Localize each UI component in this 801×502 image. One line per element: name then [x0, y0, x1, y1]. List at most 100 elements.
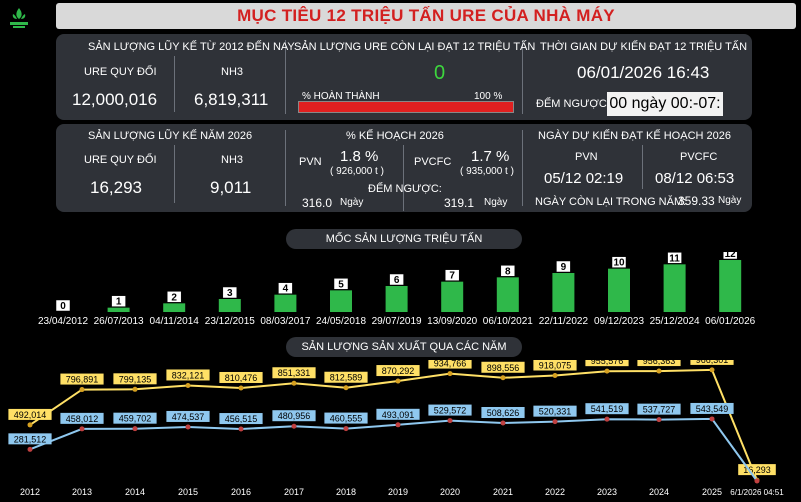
company-logo [4, 6, 34, 30]
data-label-box [60, 412, 104, 424]
milestone-date-label: 23/04/2012 [38, 316, 88, 327]
remaining-title: SẢN LƯỢNG URE CÒN LẠI ĐẠT 12 TRIỆU TẤN [294, 41, 536, 53]
milestone-value-box [500, 265, 516, 277]
milestone-value-label: 7 [449, 271, 455, 282]
data-label-box [113, 373, 157, 385]
year-axis-label: 2014 [125, 487, 145, 497]
plan-date-pvcfc: 08/12 06:53 [655, 170, 735, 187]
data-point [291, 380, 297, 386]
data-label-box [585, 403, 629, 415]
milestone-bar [552, 273, 575, 312]
nh3-series-line [29, 417, 758, 482]
year-axis-label: 2019 [388, 487, 408, 497]
data-point [604, 368, 610, 374]
year-axis-label: 2018 [336, 487, 356, 497]
ure-year-value: 16,293 [90, 178, 142, 197]
year-axis-label: 2013 [72, 487, 92, 497]
eta-title: THỜI GIAN DỰ KIẾN ĐẠT 12 TRIỆU TẤN [540, 41, 748, 53]
milestone-value-label: 11 [669, 253, 680, 264]
data-point [754, 478, 760, 484]
data-label-box [324, 412, 368, 424]
ure-cumulative-value: 12,000,016 [72, 90, 158, 109]
data-label-box [585, 360, 629, 367]
data-label-box [219, 371, 263, 383]
data-label-box [166, 369, 210, 381]
data-point [500, 375, 506, 381]
data-label-box [481, 361, 525, 373]
divider [285, 40, 286, 114]
data-label-box [8, 408, 52, 420]
countdown-box: 00 ngày 00:-07: [607, 92, 723, 116]
milestone-value-label: 0 [60, 301, 66, 312]
data-point [656, 417, 662, 423]
milestone-bar [719, 260, 742, 312]
production-section-header: SẢN LƯỢNG SẢN XUẤT QUA CÁC NĂM [286, 337, 522, 357]
data-label-box [113, 412, 157, 424]
data-label: 543,549 [696, 404, 729, 414]
ure-label: URE QUY ĐỔI [84, 66, 157, 78]
data-label: 508,626 [487, 408, 520, 418]
divider [642, 145, 643, 189]
milestone-bar [385, 286, 408, 312]
production-title: SẢN LƯỢNG SẢN XUẤT QUA CÁC NĂM [301, 341, 507, 353]
data-label-box [428, 360, 472, 369]
milestone-date-label: 22/11/2022 [539, 316, 589, 327]
milestones-bar-chart: 0 23/04/2012 1 26/07/2013 2 04/11/2014 3 23/12/… [38, 252, 756, 327]
milestone-date-label: 04/11/2014 [150, 316, 200, 327]
data-point [709, 367, 715, 373]
data-point [132, 386, 138, 392]
data-point [79, 426, 85, 432]
plan-pvn-days-unit: Ngày [340, 197, 364, 208]
year-axis-label: 6/1/2026 04:51 [730, 488, 784, 497]
plan-pvn-target: ( 926,000 t ) [330, 166, 384, 177]
year-axis-label: 2017 [284, 487, 304, 497]
milestone-date-label: 08/03/2017 [260, 316, 310, 327]
plan-pvcfc-days: 319.1 [444, 196, 475, 210]
milestone-value-label: 12 [725, 252, 737, 260]
data-label: 918,075 [539, 361, 572, 371]
data-label-box [738, 464, 776, 476]
data-label-box [376, 408, 420, 420]
page-title: MỤC TIÊU 12 TRIỆU TẤN URE CỦA NHÀ MÁY [237, 6, 615, 25]
data-point [447, 371, 453, 377]
plan-countdown-label: ĐẾM NGƯỢC: [368, 183, 442, 195]
milestone-date-label: 09/12/2023 [594, 316, 644, 327]
data-point [185, 382, 191, 388]
data-label: 529,572 [434, 406, 467, 416]
divider [174, 145, 175, 203]
plan-pvcfc-days-unit: Ngày [484, 197, 508, 208]
data-point [343, 426, 349, 432]
data-label: 492,014 [14, 410, 47, 420]
year-panel [56, 124, 752, 212]
data-label: 537,727 [643, 405, 676, 415]
plan-pvn-days: 316.0 [302, 196, 333, 210]
milestone-bar [330, 290, 352, 312]
data-point [395, 422, 401, 428]
divider [403, 145, 404, 211]
data-label: 458,012 [66, 414, 99, 424]
milestone-value-box [166, 291, 182, 303]
data-label: 934,766 [434, 360, 467, 369]
countdown-label: ĐẾM NGƯỢC: [536, 98, 610, 110]
milestones-section-header: MỐC SẢN LƯỢNG TRIỆU TẤN [286, 229, 522, 249]
data-point [27, 422, 33, 428]
data-point [604, 416, 610, 422]
milestone-bar [274, 294, 297, 312]
data-point [27, 446, 33, 452]
year-axis-label: 2020 [440, 487, 460, 497]
data-label: 480,956 [278, 411, 311, 421]
plan-pvcfc-label: PVCFC [414, 156, 452, 168]
data-point [447, 418, 453, 424]
data-label: 956,363 [643, 360, 676, 366]
data-point [132, 426, 138, 432]
year-axis-label: 2022 [545, 487, 565, 497]
year-axis-label: 2016 [231, 487, 251, 497]
progress-value: 100 % [474, 91, 503, 102]
milestone-date-label: 13/09/2020 [427, 316, 477, 327]
milestone-value-box [222, 286, 238, 299]
data-label-box [324, 371, 368, 383]
data-label: 456,515 [225, 414, 258, 424]
year-axis-label: 2021 [493, 487, 513, 497]
milestone-date-label: 23/12/2015 [205, 316, 255, 327]
divider [174, 56, 175, 112]
